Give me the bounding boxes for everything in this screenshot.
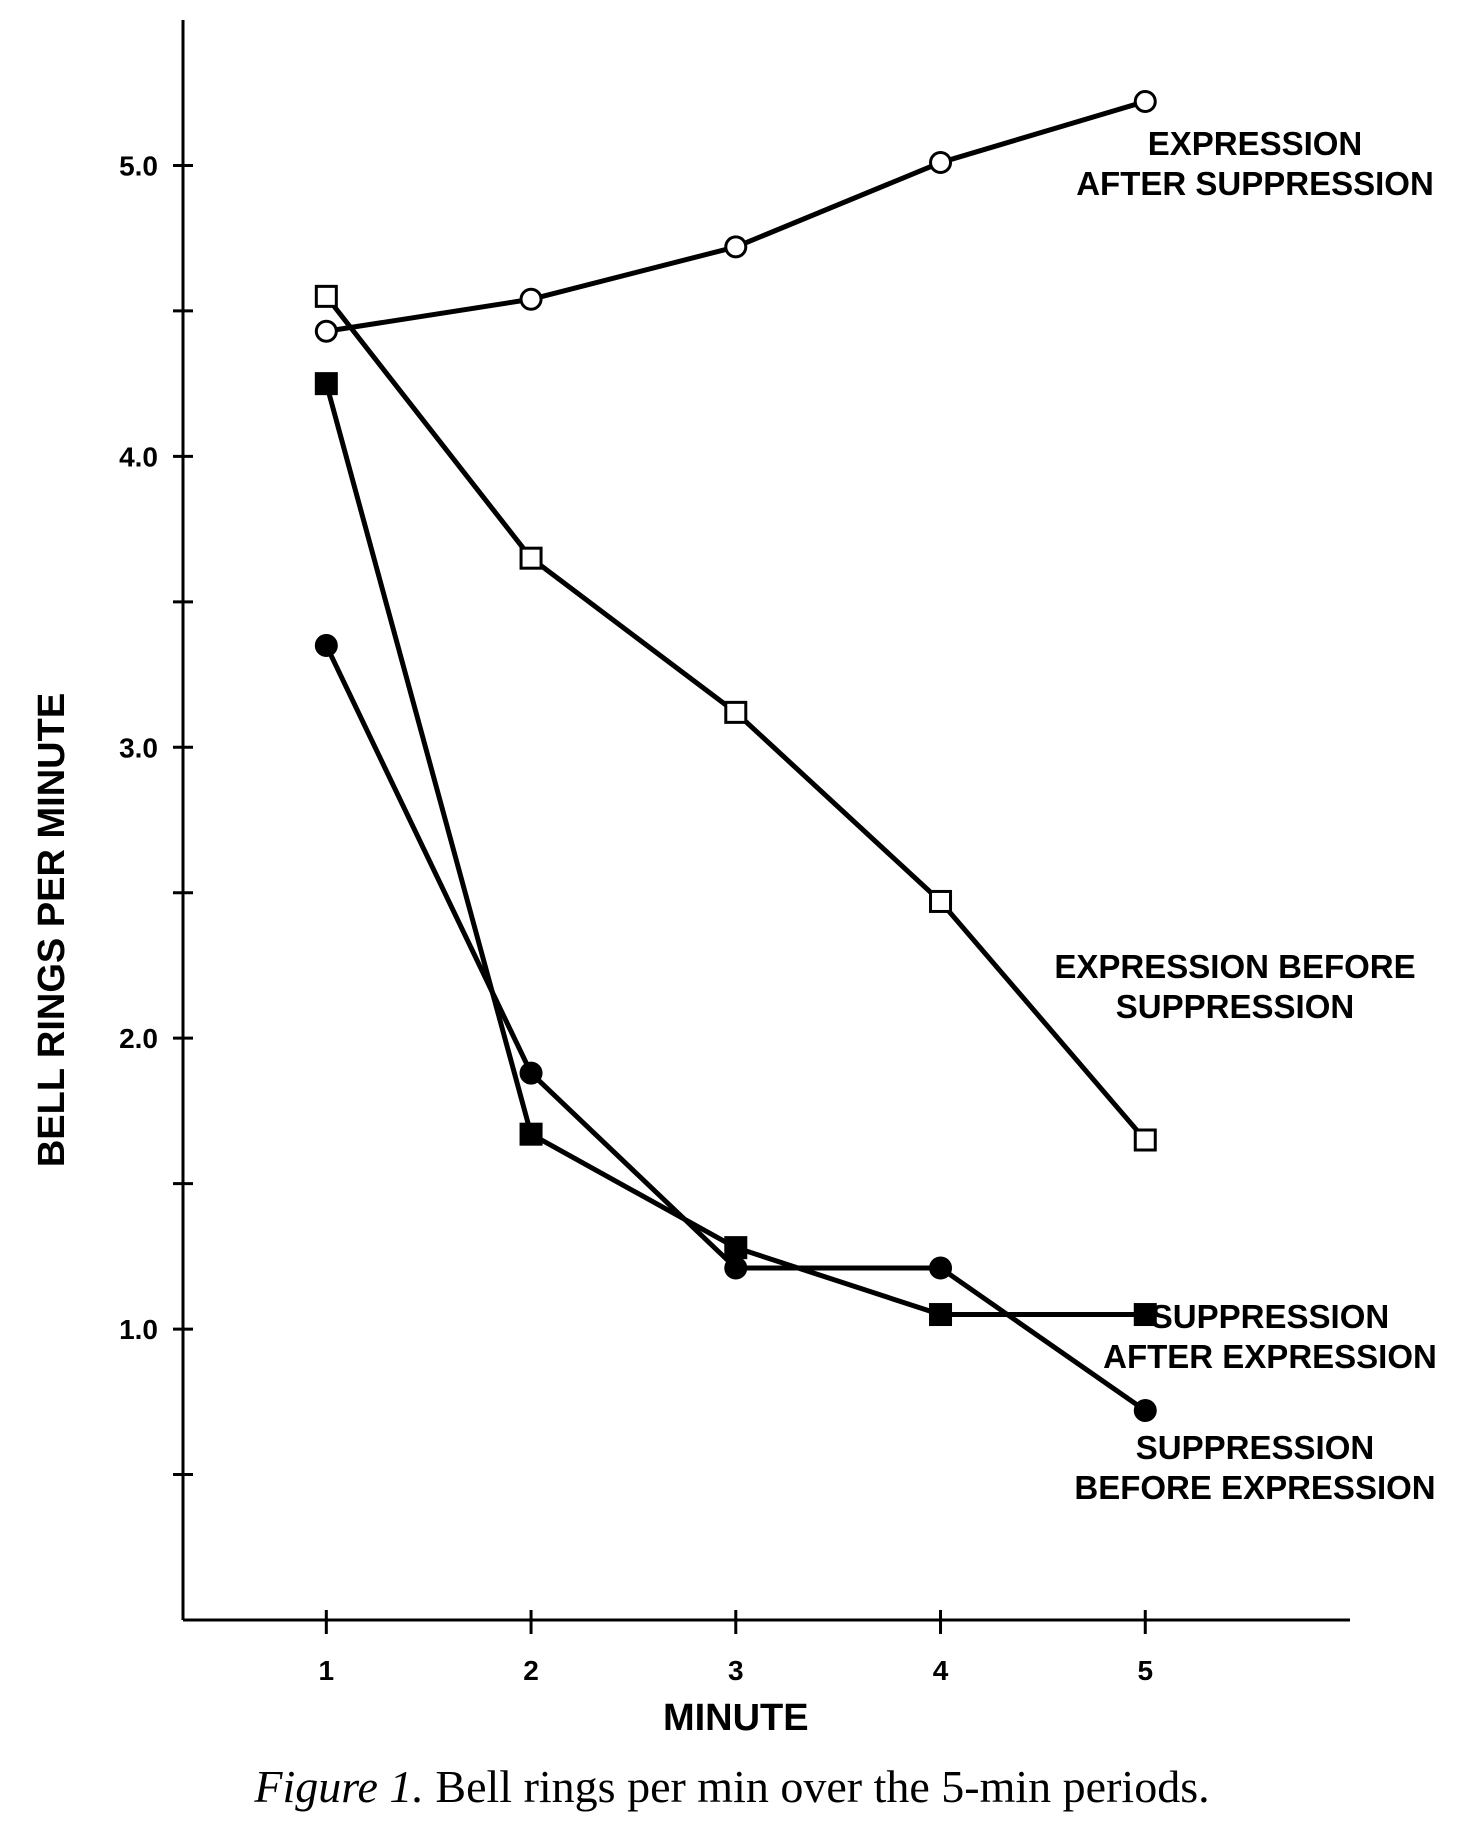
data-point	[314, 372, 338, 396]
data-point	[519, 1061, 543, 1085]
data-point	[314, 319, 338, 343]
data-point	[314, 284, 338, 308]
data-point	[1133, 89, 1157, 113]
data-point	[929, 1256, 953, 1280]
caption-text: Bell rings per min over the 5-min period…	[423, 1761, 1210, 1812]
series-label: SUPPRESSION	[1151, 1298, 1389, 1335]
x-tick-label: 4	[933, 1655, 949, 1686]
data-point	[929, 1303, 953, 1327]
series-label: SUPPRESSION	[1116, 988, 1354, 1025]
x-axis-title: MINUTE	[663, 1697, 809, 1739]
series-2	[314, 284, 1157, 1152]
series-line	[324, 644, 1147, 1413]
data-point	[314, 633, 338, 657]
data-point	[1133, 1399, 1157, 1423]
data-point	[929, 151, 953, 175]
figure-caption: Figure 1. Bell rings per min over the 5-…	[0, 1760, 1464, 1813]
series-label: EXPRESSION	[1148, 125, 1363, 162]
series-label: EXPRESSION BEFORE	[1054, 948, 1415, 985]
y-axis-title: BELL RINGS PER MINUTE	[31, 693, 73, 1167]
data-point	[724, 1236, 748, 1260]
data-point	[519, 546, 543, 570]
series-4	[314, 633, 1157, 1423]
y-tick-label: 5.0	[119, 150, 158, 181]
x-tick-label: 2	[523, 1655, 539, 1686]
x-tick-label: 3	[728, 1655, 744, 1686]
y-tick-label: 4.0	[119, 441, 158, 472]
data-point	[519, 287, 543, 311]
axes: 1.0 2.0 3.0 4.0 5.0 1 2 3 4 5 MINUTE BELL RINGS PER…	[31, 20, 1350, 1739]
series-label: AFTER EXPRESSION	[1103, 1338, 1437, 1375]
x-tick-label: 5	[1137, 1655, 1153, 1686]
series-label: BEFORE EXPRESSION	[1074, 1469, 1435, 1506]
series-3	[314, 372, 1157, 1327]
data-point	[1133, 1303, 1157, 1327]
data-point	[519, 1122, 543, 1146]
y-tick-label: 3.0	[119, 732, 158, 763]
data-point	[1133, 1128, 1157, 1152]
data-point	[724, 700, 748, 724]
y-tick-label: 1.0	[119, 1314, 158, 1345]
series-label: AFTER SUPPRESSION	[1076, 165, 1434, 202]
y-tick-label: 2.0	[119, 1023, 158, 1054]
series-label: SUPPRESSION	[1136, 1429, 1374, 1466]
data-point	[929, 889, 953, 913]
caption-figure-number: Figure 1.	[254, 1761, 424, 1812]
series-1	[314, 89, 1157, 343]
data-point	[724, 1256, 748, 1280]
series-layer	[314, 89, 1157, 1423]
x-tick-label: 1	[319, 1655, 335, 1686]
data-point	[724, 235, 748, 259]
series-line	[323, 382, 1146, 1318]
series-line	[325, 99, 1146, 334]
